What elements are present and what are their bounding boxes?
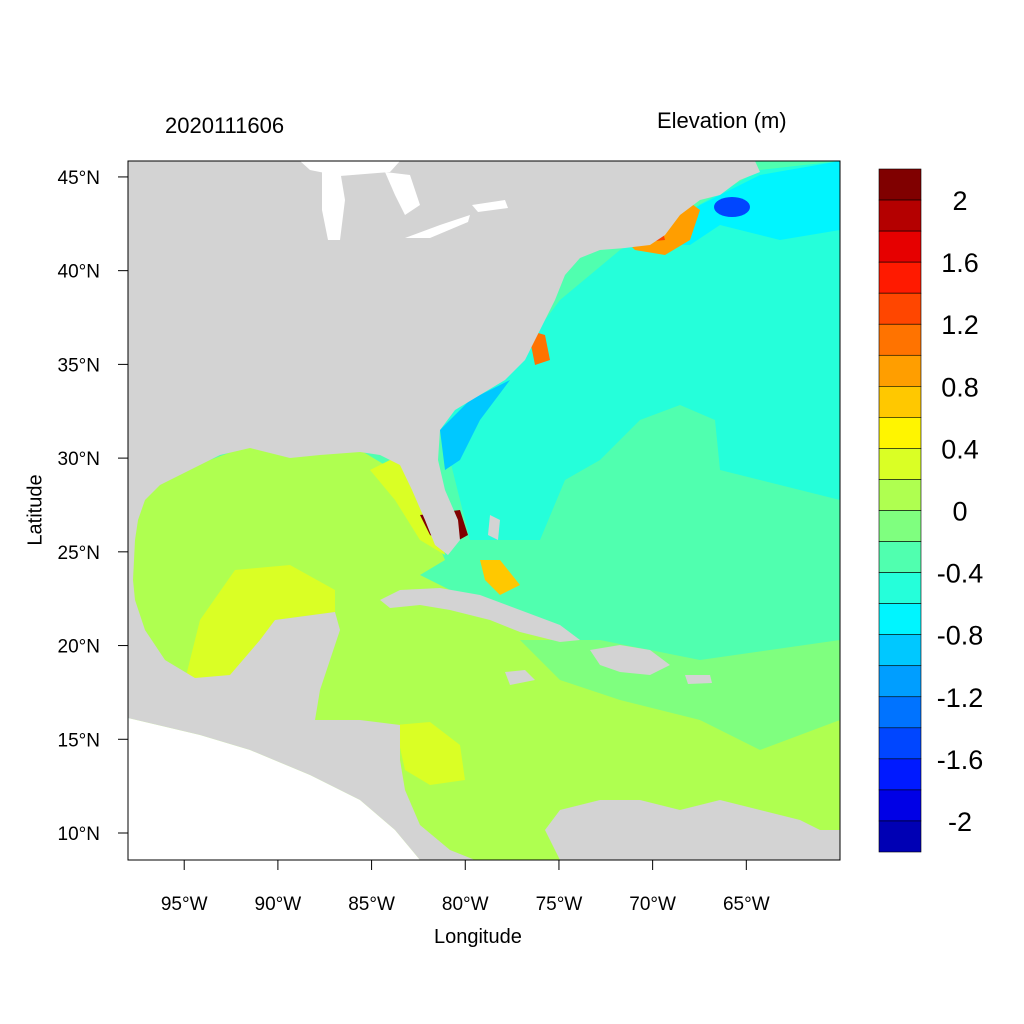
- y-tick-label: 25°N: [58, 543, 100, 564]
- colorbar-bin: [878, 354, 922, 387]
- y-tick-label: 10°N: [58, 824, 100, 845]
- lake-erie: [405, 215, 470, 238]
- x-tick-label: 80°W: [442, 894, 489, 915]
- x-tick-label: 75°W: [536, 894, 583, 915]
- bahamas-bank-high: [480, 560, 520, 595]
- colorbar-bin: [878, 386, 922, 418]
- colorbar-bin: [878, 510, 922, 542]
- colorbar-bin: [878, 634, 922, 667]
- nicaragua-shelf-high: [395, 722, 465, 785]
- x-tick-label: 65°W: [723, 894, 770, 915]
- colorbar-bin: [878, 820, 922, 853]
- colorbar-bin: [878, 603, 922, 635]
- y-ticks: 10°N 15°N 20°N 25°N 30°N 35°N 40°N 45°N: [58, 168, 128, 845]
- colorbar-label: -1.2: [937, 683, 984, 713]
- land-bahamas: [488, 515, 500, 540]
- lake-michigan: [322, 170, 345, 240]
- x-axis-label: Longitude: [434, 926, 522, 948]
- atlantic-north-water: [440, 161, 840, 540]
- y-tick-label: 30°N: [58, 449, 100, 470]
- x-tick-label: 70°W: [629, 894, 676, 915]
- colorbar-bin: [878, 292, 922, 325]
- colorbar-bin: [878, 448, 922, 480]
- land-areas: [128, 161, 840, 860]
- colorbar-bin: [878, 199, 922, 232]
- colorbar-bin: [878, 727, 922, 760]
- y-tick-label: 45°N: [58, 168, 100, 189]
- colorbar-label: 2: [952, 186, 967, 216]
- campeche-bank-high: [185, 565, 335, 680]
- land-cuba: [380, 588, 580, 642]
- colorbar: 2 1.6 1.2 0.8 0.4 0 -0.4 -0.8 -1.2 -1.6 -2: [878, 168, 984, 853]
- colorbar-bin: [878, 572, 922, 604]
- colorbar-bin: [878, 230, 922, 263]
- x-tick-label: 85°W: [348, 894, 395, 915]
- variable-title: Elevation (m): [657, 108, 787, 133]
- caribbean-east-water: [520, 640, 840, 750]
- colorbar-bin: [878, 261, 922, 294]
- x-tick-label: 95°W: [161, 894, 208, 915]
- colorbar-label: -0.8: [937, 621, 984, 651]
- colorbar-bin: [878, 665, 922, 698]
- plot-frame: [127, 160, 841, 861]
- x-ticks: 95°W 90°W 85°W 80°W 75°W 70°W 65°W: [161, 860, 770, 915]
- colorbar-label: 1.6: [941, 248, 979, 278]
- colorbar-bin: [878, 541, 922, 573]
- colorbar-bin: [878, 696, 922, 729]
- land-jamaica: [505, 670, 535, 685]
- land-hispaniola: [590, 645, 670, 675]
- colorbar-bin: [878, 417, 922, 449]
- map-field: [128, 161, 840, 860]
- x-tick-label: 90°W: [255, 894, 302, 915]
- y-tick-label: 40°N: [58, 262, 100, 283]
- land-puerto-rico: [685, 675, 712, 684]
- colorbar-bin: [878, 323, 922, 356]
- colorbar-label: 1.2: [941, 310, 979, 340]
- bay-of-fundy-low: [714, 197, 750, 217]
- lake-huron: [385, 172, 420, 215]
- land-north-america: [128, 161, 760, 860]
- no-data-areas: [128, 161, 508, 860]
- colorbar-label: 0.8: [941, 372, 979, 402]
- colorbar-label: -0.4: [937, 559, 984, 589]
- land-south-america: [545, 800, 840, 860]
- y-tick-label: 15°N: [58, 730, 100, 751]
- lake-ontario: [472, 200, 508, 212]
- timestamp-title: 2020111606: [165, 113, 285, 138]
- colorbar-label: -1.6: [937, 745, 984, 775]
- colorbar-label: -2: [948, 807, 972, 837]
- florida-shelf-high: [370, 455, 445, 555]
- colorbar-bin: [878, 789, 922, 822]
- y-tick-label: 20°N: [58, 637, 100, 658]
- colorbar-bin: [878, 168, 922, 201]
- colorbar-label: 0.4: [941, 434, 979, 464]
- pacific-coast-white: [128, 718, 420, 860]
- y-tick-label: 35°N: [58, 355, 100, 376]
- colorbar-bin: [878, 758, 922, 791]
- colorbar-bin: [878, 479, 922, 511]
- georgia-bight-low: [440, 380, 510, 470]
- colorbar-label: 0: [952, 497, 967, 527]
